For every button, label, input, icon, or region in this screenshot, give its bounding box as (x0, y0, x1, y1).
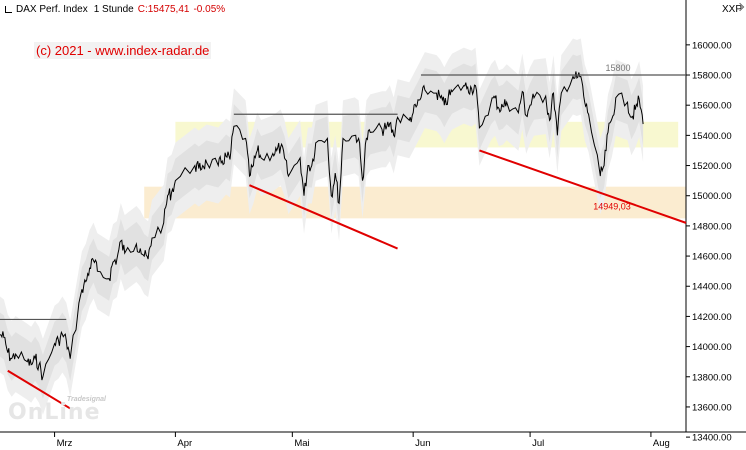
logo-tagline: Tradesignal (66, 396, 106, 403)
x-tick-label: Apr (177, 438, 192, 449)
y-tick-label: 16000.00 (692, 40, 732, 51)
volatility-band (0, 38, 644, 415)
y-tick-label: 13600.00 (692, 402, 732, 413)
tradesignal-logo: Tradesignal OnLine (8, 396, 108, 425)
y-tick-label: 15000.00 (692, 191, 732, 202)
trend-line (7, 369, 71, 410)
logo-wordmark: OnLine (8, 400, 101, 425)
y-tick-label: 15200.00 (692, 161, 732, 172)
price-line (0, 71, 644, 381)
copyright-watermark: (c) 2021 - www.index-radar.de (34, 42, 212, 59)
price-change: -0.05% (193, 3, 226, 15)
y-tick-label: 14600.00 (692, 252, 732, 263)
chart-header: DAX Perf. Index 1 Stunde C:15475,41 -0.0… (4, 2, 225, 16)
chart-type-icon (4, 5, 13, 14)
instrument-name: DAX Perf. Index (16, 3, 88, 15)
last-price: C:15475,41 (137, 3, 190, 15)
trend-line (249, 184, 398, 250)
chart-frame (0, 0, 746, 433)
resistance-label: 15800 (605, 63, 630, 73)
y-tick-label: 14800.00 (692, 221, 732, 232)
trend-label: 14949,03 (593, 201, 631, 211)
y-tick-label: 14000.00 (692, 342, 732, 353)
x-axis: Mrz Apr Mai Jun Jul Aug (54, 432, 670, 449)
x-tick-label: Aug (653, 438, 670, 449)
y-tick-label: 15400.00 (692, 131, 732, 142)
chevron-down-icon[interactable] (734, 2, 744, 12)
x-tick-label: Mai (294, 438, 309, 449)
y-tick-label: 15600.00 (692, 101, 732, 112)
y-tick-label: 13800.00 (692, 372, 732, 383)
axis-symbol-label: XXP (721, 4, 742, 15)
y-axis: 13400.00 13600.00 13800.00 14000.00 14200.00… (686, 40, 732, 444)
trend-line (479, 149, 687, 224)
x-tick-label: Jun (415, 438, 430, 449)
x-tick-label: Mrz (57, 438, 73, 449)
y-tick-label: 14200.00 (692, 312, 732, 323)
inner-band (0, 54, 644, 399)
y-tick-label: 13400.00 (692, 433, 732, 444)
x-tick-label: Jul (532, 438, 544, 449)
y-tick-label: 15800.00 (692, 71, 732, 82)
annotation-lines: 15800 14949,03 (0, 63, 687, 410)
interval-label: 1 Stunde (93, 3, 134, 15)
price-series (0, 71, 644, 381)
y-tick-label: 14400.00 (692, 282, 732, 293)
